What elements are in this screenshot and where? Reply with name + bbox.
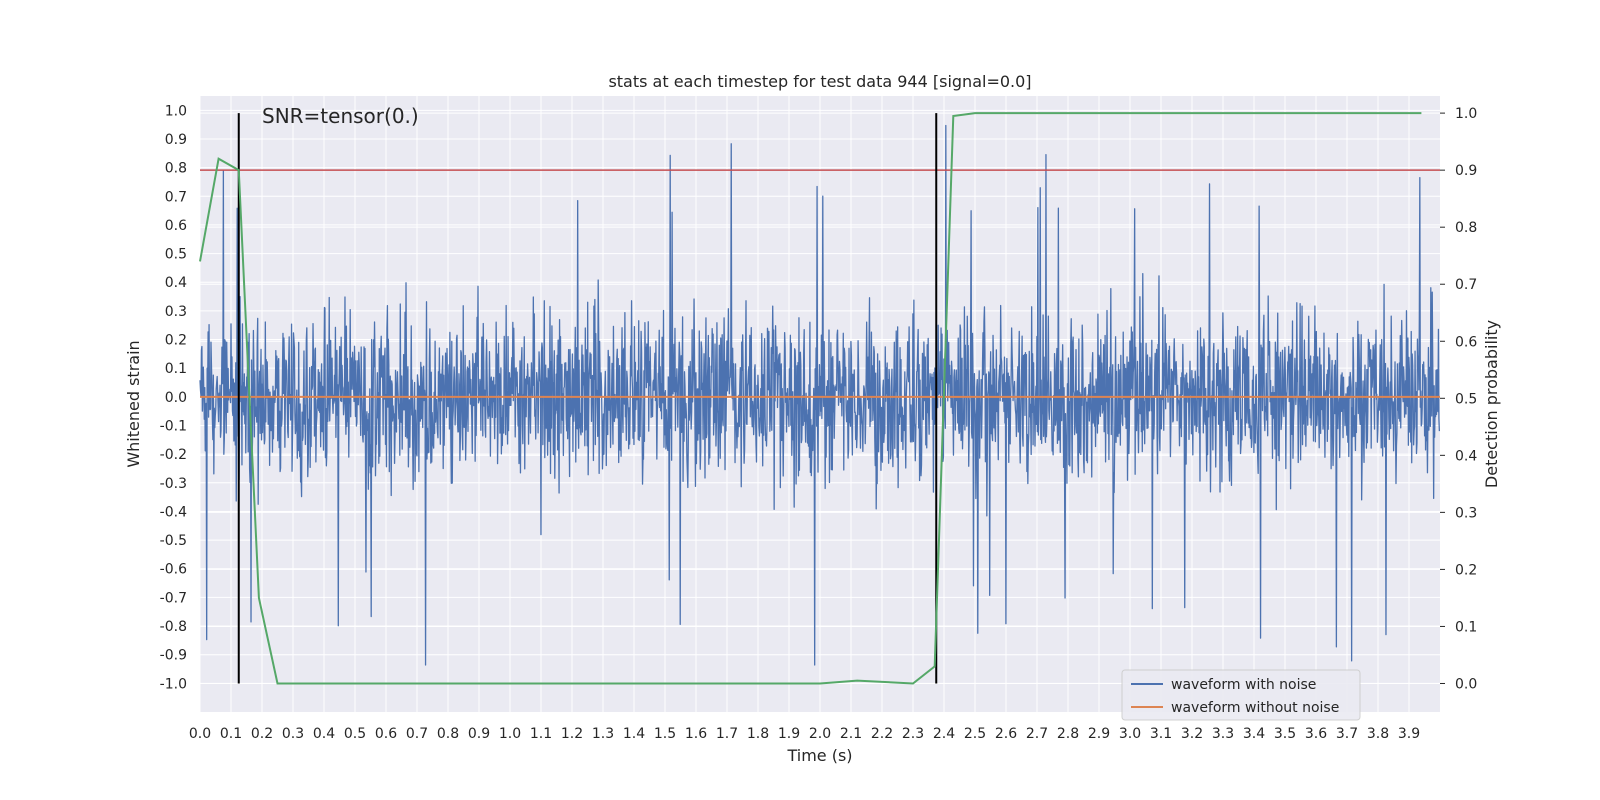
y-tick-label: 0.1 <box>165 361 187 377</box>
y-tick-label: -0.1 <box>160 418 187 434</box>
x-tick-label: 3.6 <box>1305 726 1327 742</box>
y2-tick-label: 0.5 <box>1455 391 1477 407</box>
x-tick-label: 3.9 <box>1398 726 1420 742</box>
series-waveform-with-noise <box>199 124 1441 666</box>
y-tick-label: 0.5 <box>165 247 187 263</box>
x-tick-label: 0.8 <box>437 726 459 742</box>
y-tick-label: -0.3 <box>160 476 187 492</box>
overlay-lines <box>199 112 1440 685</box>
x-tick-label: 3.5 <box>1274 726 1296 742</box>
x-tick-label: 2.8 <box>1057 726 1079 742</box>
y-tick-label: 0.7 <box>165 189 187 205</box>
legend: waveform with noise waveform without noi… <box>1121 669 1361 721</box>
x-tick-label: 2.7 <box>1026 726 1048 742</box>
y2-tick-label: 0.4 <box>1455 448 1477 464</box>
legend-box <box>1121 669 1361 721</box>
y-tick-label: -0.8 <box>160 619 187 635</box>
x-tick-label: 0.3 <box>282 726 304 742</box>
x-tick-label: 0.2 <box>251 726 273 742</box>
y-tick-label: -0.9 <box>160 648 187 664</box>
y-tick-label: 0.3 <box>165 304 187 320</box>
x-tick-label: 0.1 <box>220 726 242 742</box>
y-tick-label: 0.4 <box>165 275 187 291</box>
x-tick-label: 2.2 <box>871 726 893 742</box>
y-tick-label: -0.6 <box>160 562 187 578</box>
x-tick-label: 3.8 <box>1367 726 1389 742</box>
x-tick-label: 2.0 <box>809 726 831 742</box>
x-tick-label: 2.1 <box>840 726 862 742</box>
x-tick-label: 1.9 <box>778 726 800 742</box>
x-tick-label: 3.7 <box>1336 726 1358 742</box>
x-tick-label: 2.5 <box>964 726 986 742</box>
legend-label-clean: waveform without noise <box>1171 700 1339 716</box>
x-tick-label: 0.7 <box>406 726 428 742</box>
snr-annotation: SNR=tensor(0.) <box>262 104 419 128</box>
y-tick-label: 0.8 <box>165 161 187 177</box>
y-tick-labels: 1.0 0.9 0.8 0.7 0.6 0.5 0.4 0.3 0.2 0.1 0.0 -0.1 -0.… <box>160 103 187 692</box>
y-tick-label: -0.4 <box>160 504 187 520</box>
y-tick-label: 0.6 <box>165 218 187 234</box>
y2-tick-label: 0.3 <box>1455 505 1477 521</box>
x-tick-labels: 0.0 0.1 0.2 0.3 0.4 0.5 0.6 0.7 0.8 0.9 1.0 1.1 1.2 1… <box>189 726 1420 742</box>
y-tick-label: 1.0 <box>165 103 187 119</box>
waveform-with-noise-line <box>199 124 1441 666</box>
y-tick-label: 0.2 <box>165 333 187 349</box>
x-tick-label: 2.6 <box>995 726 1017 742</box>
y-tick-label: 0.0 <box>165 390 187 406</box>
y2-tick-label: 0.7 <box>1455 277 1477 293</box>
y2-tick-labels: 1.0 0.9 0.8 0.7 0.6 0.5 0.4 0.3 0.2 0.1 0.0 <box>1440 106 1477 692</box>
x-tick-label: 1.1 <box>530 726 552 742</box>
x-tick-label: 2.3 <box>902 726 924 742</box>
x-tick-label: 3.2 <box>1181 726 1203 742</box>
x-tick-label: 1.8 <box>747 726 769 742</box>
x-tick-label: 0.4 <box>313 726 335 742</box>
x-tick-label: 3.0 <box>1119 726 1141 742</box>
x-tick-label: 0.6 <box>375 726 397 742</box>
x-tick-label: 3.4 <box>1243 726 1265 742</box>
y2-tick-label: 0.6 <box>1455 334 1477 350</box>
y2-tick-label: 0.2 <box>1455 562 1477 578</box>
x-axis-label: Time (s) <box>786 746 852 765</box>
x-tick-label: 2.4 <box>933 726 955 742</box>
y-tick-label: -0.7 <box>160 590 187 606</box>
y-tick-label: -0.2 <box>160 447 187 463</box>
x-tick-label: 1.6 <box>685 726 707 742</box>
x-tick-label: 3.3 <box>1212 726 1234 742</box>
y2-tick-label: 0.0 <box>1455 676 1477 692</box>
x-tick-label: 1.2 <box>561 726 583 742</box>
detection-probability-line <box>199 112 1422 685</box>
y-tick-label: -1.0 <box>160 676 187 692</box>
y2-tick-label: 0.9 <box>1455 163 1477 179</box>
x-tick-label: 1.7 <box>716 726 738 742</box>
x-tick-label: 0.0 <box>189 726 211 742</box>
chart-title: stats at each timestep for test data 944… <box>608 72 1031 91</box>
x-tick-label: 0.9 <box>468 726 490 742</box>
x-tick-label: 1.0 <box>499 726 521 742</box>
x-tick-label: 2.9 <box>1088 726 1110 742</box>
y-axis-label: Whitened strain <box>124 340 143 467</box>
x-tick-label: 1.3 <box>592 726 614 742</box>
y2-axis-label: Detection probability <box>1482 320 1501 488</box>
y-tick-label: 0.9 <box>165 132 187 148</box>
y-tick-label: -0.5 <box>160 533 187 549</box>
x-tick-label: 3.1 <box>1150 726 1172 742</box>
x-tick-label: 1.5 <box>654 726 676 742</box>
y2-tick-label: 1.0 <box>1455 106 1477 122</box>
y2-tick-label: 0.8 <box>1455 220 1477 236</box>
x-tick-label: 0.5 <box>344 726 366 742</box>
x-tick-label: 1.4 <box>623 726 645 742</box>
legend-label-noise: waveform with noise <box>1171 677 1316 693</box>
y2-tick-label: 0.1 <box>1455 619 1477 635</box>
